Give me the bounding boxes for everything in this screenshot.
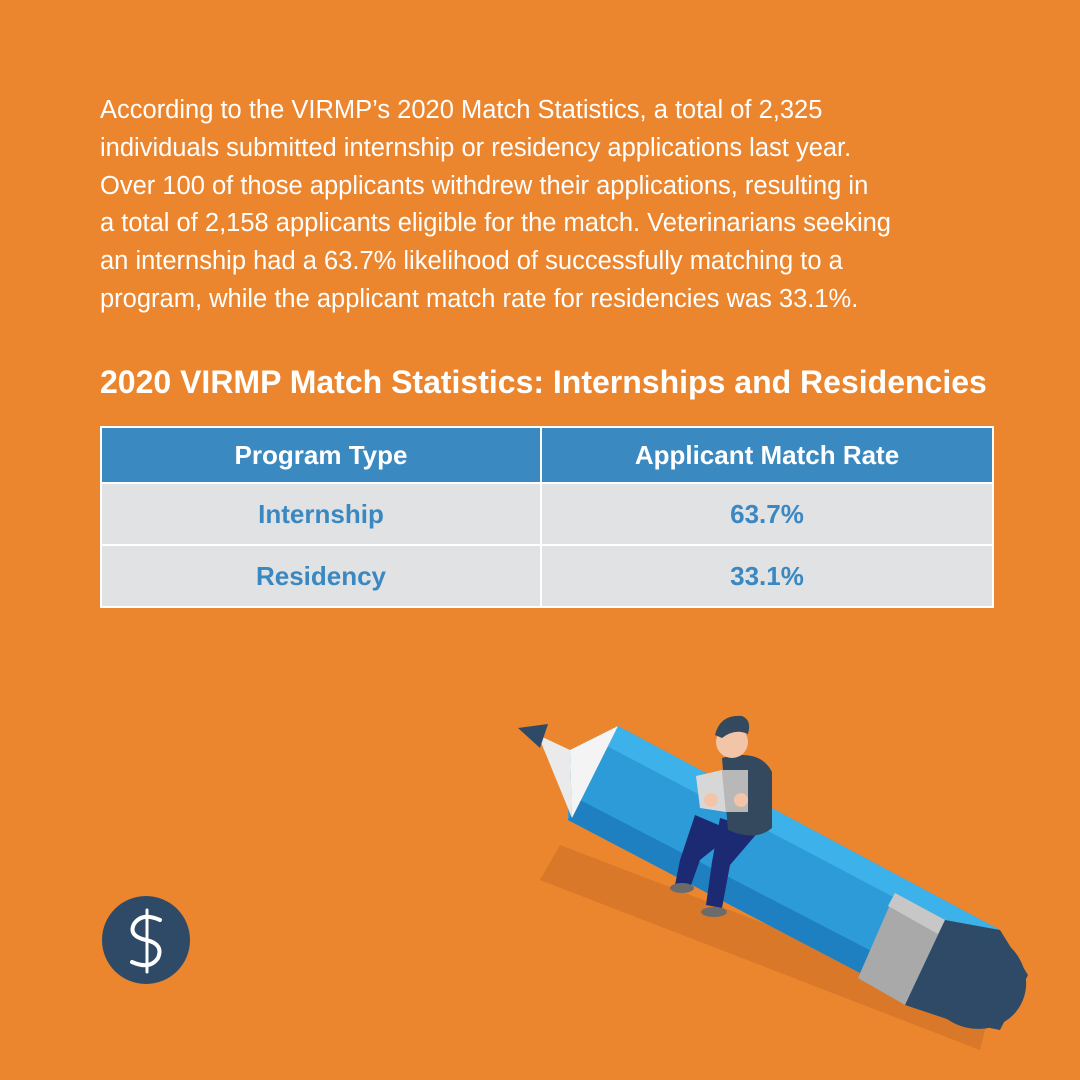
table-header-row: Program Type Applicant Match Rate [100,426,994,484]
table-row: Internship 63.7% [100,482,994,546]
intro-paragraph: According to the VIRMP’s 2020 Match Stat… [100,92,1000,319]
intro-line: program, while the applicant match rate … [100,284,859,313]
intro-line: an internship had a 63.7% likelihood of … [100,247,843,276]
table-row: Residency 33.1% [100,544,994,608]
cell-program-type: Internship [100,482,542,546]
cell-match-rate: 33.1% [540,544,994,608]
intro-line: According to the VIRMP’s 2020 Match Stat… [100,96,823,124]
intro-line: Over 100 of those applicants withdrew th… [100,171,869,200]
match-stats-table: Program Type Applicant Match Rate Intern… [100,426,994,608]
header-program-type: Program Type [100,426,542,484]
cell-match-rate: 63.7% [540,482,994,546]
table-title: 2020 VIRMP Match Statistics: Internships… [100,364,987,400]
caduceus-s-logo-icon [102,896,190,984]
intro-line: a total of 2,158 applicants eligible for… [100,209,891,238]
header-applicant-match-rate: Applicant Match Rate [540,426,994,484]
cell-program-type: Residency [100,544,542,608]
intro-line: individuals submitted internship or resi… [100,133,852,162]
